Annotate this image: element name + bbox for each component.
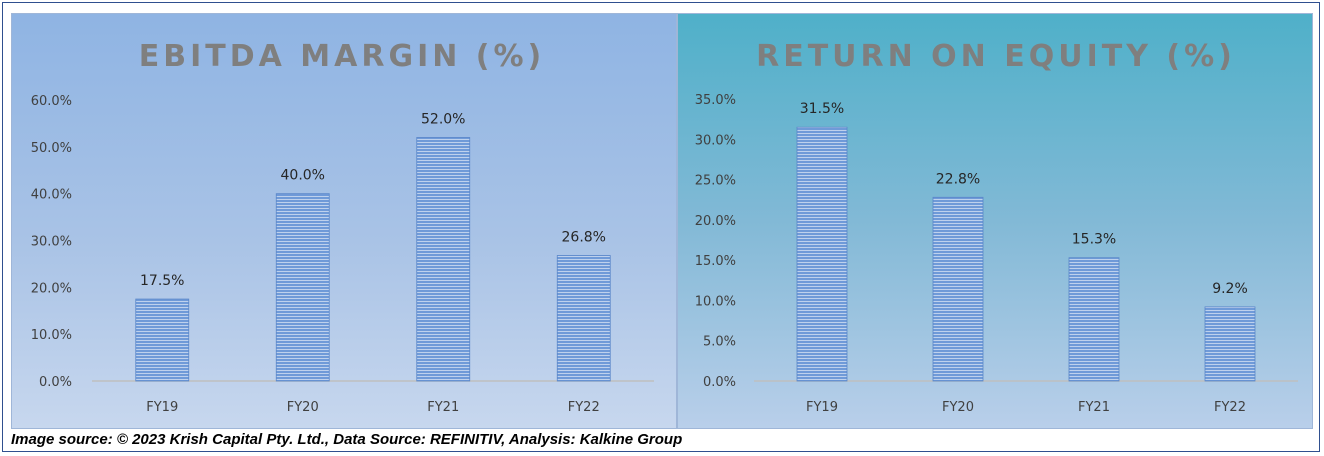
data-label-fy20: 22.8% xyxy=(936,171,980,187)
ebitda-margin-chart-panel: EBITDA MARGIN (%) 0.0% 10.0% 20.0% 30.0% 40.… xyxy=(11,13,677,429)
y-tick-label: 20.0% xyxy=(31,281,72,296)
data-label-fy22: 26.8% xyxy=(562,229,606,245)
x-tick-label: FY21 xyxy=(1078,400,1110,415)
y-tick-label: 30.0% xyxy=(695,133,736,148)
y-tick-label: 30.0% xyxy=(31,235,72,250)
data-label-fy19: 31.5% xyxy=(800,101,844,117)
x-tick-label: FY21 xyxy=(427,400,459,415)
y-tick-label: 20.0% xyxy=(695,214,736,229)
data-label-fy21: 15.3% xyxy=(1072,232,1116,248)
bar-fy22 xyxy=(556,255,611,382)
data-label-fy20: 40.0% xyxy=(281,168,325,184)
y-tick-label: 0.0% xyxy=(703,375,736,390)
y-tick-label: 0.0% xyxy=(39,375,72,390)
data-label-fy22: 9.2% xyxy=(1212,281,1248,297)
y-tick-label: 25.0% xyxy=(695,174,736,189)
return-on-equity-chart: RETURN ON EQUITY (%) 0.0% 5.0% 10.0% 15.0% 2… xyxy=(695,39,1298,415)
chart-title: RETURN ON EQUITY (%) xyxy=(756,39,1236,74)
y-tick-label: 15.0% xyxy=(695,254,736,269)
x-tick-label: FY19 xyxy=(146,400,178,415)
bar-fy20 xyxy=(275,193,330,382)
y-tick-label: 40.0% xyxy=(31,188,72,203)
x-tick-label: FY19 xyxy=(806,400,838,415)
x-tick-label: FY20 xyxy=(942,400,974,415)
bar-fy22 xyxy=(1204,306,1256,382)
chart-title: EBITDA MARGIN (%) xyxy=(139,39,546,74)
x-tick-label: FY20 xyxy=(287,400,319,415)
x-tick-label: FY22 xyxy=(1214,400,1246,415)
bar-fy21 xyxy=(1068,257,1120,382)
y-tick-label: 60.0% xyxy=(31,94,72,109)
x-tick-label: FY22 xyxy=(568,400,600,415)
data-label-fy21: 52.0% xyxy=(421,111,465,127)
return-on-equity-chart-panel: RETURN ON EQUITY (%) 0.0% 5.0% 10.0% 15.0% 2… xyxy=(677,13,1313,429)
y-tick-label: 10.0% xyxy=(695,294,736,309)
data-label-fy19: 17.5% xyxy=(140,273,184,289)
bar-fy19 xyxy=(796,126,848,382)
bar-fy21 xyxy=(416,137,471,382)
bar-fy20 xyxy=(932,196,984,382)
y-tick-label: 10.0% xyxy=(31,328,72,343)
y-tick-label: 35.0% xyxy=(695,93,736,108)
y-tick-label: 5.0% xyxy=(703,335,736,350)
image-source-caption: Image source: © 2023 Krish Capital Pty. … xyxy=(11,431,683,448)
bar-fy19 xyxy=(135,298,190,382)
ebitda-margin-chart: EBITDA MARGIN (%) 0.0% 10.0% 20.0% 30.0% 40.… xyxy=(31,39,654,415)
y-tick-label: 50.0% xyxy=(31,141,72,156)
